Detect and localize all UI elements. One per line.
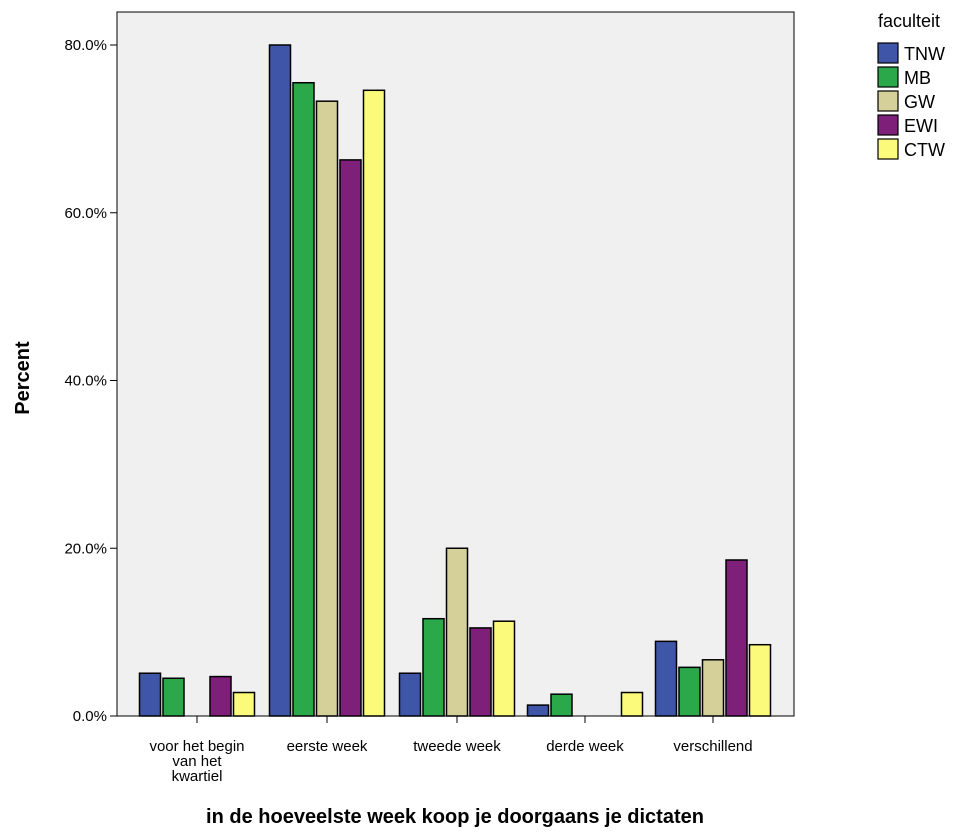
x-category-label: kwartiel [172, 768, 223, 785]
legend-swatch-ewi [877, 114, 899, 136]
x-category-label: derde week [546, 738, 624, 755]
legend-label-ctw: CTW [904, 140, 945, 160]
y-tick-label: 40.0% [64, 373, 107, 390]
x-category-label: van het [172, 753, 222, 770]
bar-mb [550, 693, 573, 717]
legend-swatch-mb [877, 66, 899, 88]
legend-label-tnw: TNW [904, 44, 945, 64]
legend-title: faculteit [878, 11, 940, 31]
legend-label-gw: GW [904, 92, 935, 112]
y-tick-label: 20.0% [64, 540, 107, 557]
y-axis-title: Percent [12, 341, 34, 415]
legend-label-ewi: EWI [904, 116, 938, 136]
bar-ctw [620, 691, 644, 717]
bar-ewi [209, 675, 232, 717]
bar-gw [445, 547, 469, 717]
bar-tnw [138, 672, 162, 717]
legend-label-mb: MB [904, 68, 931, 88]
bars-group [138, 44, 772, 717]
y-tick-label: 80.0% [64, 37, 107, 54]
x-category-label: tweede week [413, 738, 501, 755]
bar-ctw [232, 691, 256, 717]
legend-swatch-tnw [877, 42, 899, 64]
legend: faculteit TNW MB GW EWI CTW [877, 11, 945, 160]
legend-swatch-ctw [877, 138, 899, 160]
y-axis: 0.0% 20.0% 40.0% 60.0% 80.0% [64, 37, 117, 725]
bar-ewi [339, 159, 362, 717]
bar-ctw [362, 89, 386, 717]
bar-gw [701, 659, 725, 717]
bar-mb [678, 666, 701, 717]
x-category-label: verschillend [673, 738, 752, 755]
y-tick-label: 60.0% [64, 205, 107, 222]
bar-ewi [725, 559, 748, 717]
bar-tnw [526, 704, 550, 717]
bar-tnw [654, 640, 678, 717]
bar-gw [315, 100, 339, 717]
bar-ctw [492, 620, 516, 717]
x-category-label: voor het begin [149, 738, 244, 755]
x-category-label: eerste week [287, 738, 368, 755]
bar-mb [422, 617, 445, 717]
bar-tnw [268, 44, 292, 717]
legend-swatch-gw [877, 90, 899, 112]
bar-mb [292, 81, 315, 717]
bar-tnw [398, 672, 422, 717]
x-axis-title: in de hoeveelste week koop je doorgaans … [206, 806, 704, 828]
bar-ctw [748, 643, 772, 717]
bar-mb [162, 677, 185, 717]
y-tick-label: 0.0% [73, 708, 107, 725]
bar-ewi [469, 627, 492, 717]
